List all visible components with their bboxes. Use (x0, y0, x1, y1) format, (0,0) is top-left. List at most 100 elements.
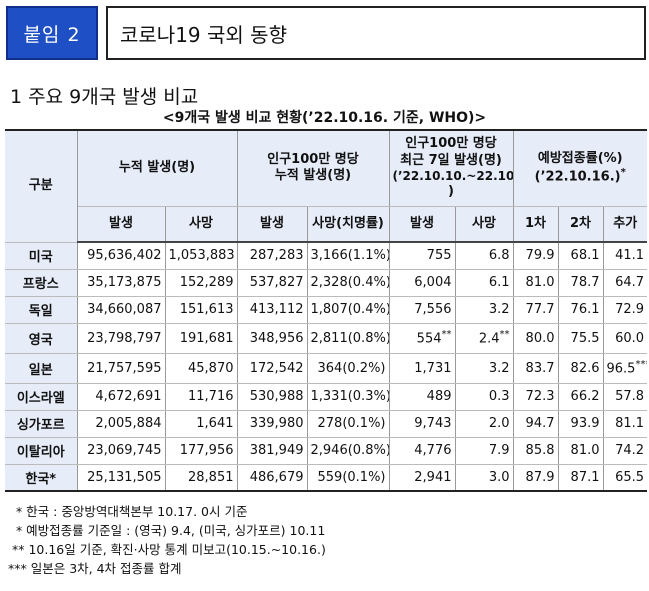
cell-pm-cases: 537,827 (237, 269, 308, 297)
cell-w-deaths: 6.1 (455, 269, 514, 297)
header-7d-line4: ) (448, 183, 454, 199)
page-title: 코로나19 국외 동향 (106, 6, 646, 60)
cell-pm-cases: 381,949 (237, 437, 308, 465)
cell-deaths: 177,956 (165, 437, 238, 465)
page-header: 붙임 2 코로나19 국외 동향 (6, 6, 646, 60)
table-row: 이탈리아 23,069,745 177,956 381,949 2,946(0.8%) 4… (5, 437, 648, 465)
cell-d3: 64.7 (603, 269, 648, 297)
table-row: 영국 23,798,797 191,681 348,956 2,811(0.8%) 554… (5, 323, 648, 354)
cell-w-deaths: 3.2 (455, 296, 514, 324)
cell-d3: 60.0 (603, 323, 648, 354)
cell-w-cases: 9,743 (389, 410, 456, 438)
cell-deaths: 152,289 (165, 269, 238, 297)
cell-cases: 21,757,595 (77, 353, 166, 384)
country-cell: 이스라엘 (5, 383, 78, 411)
cell-d3: 65.5 (603, 464, 648, 492)
country-cell: 이탈리아 (5, 437, 78, 465)
cell-w-cases: 6,004 (389, 269, 456, 297)
cell-d3: 41.1 (603, 242, 648, 270)
cell-deaths: 45,870 (165, 353, 238, 384)
country-cell: 싱가포르 (5, 410, 78, 438)
cell-w-deaths: 6.8 (455, 242, 514, 270)
cell-pm-deaths: 2,811(0.8%) (307, 323, 390, 354)
header-per-million-7day: 인구100만 명당 최근 7일 발생(명) (’22.10.10.~22.10.… (389, 130, 514, 207)
cell-d3: 96.5*** (603, 353, 648, 384)
cell-w-cases: 7,556 (389, 296, 456, 324)
cell-d1: 77.7 (513, 296, 559, 324)
cell-deaths: 11,716 (165, 383, 238, 411)
footnote: * 한국 : 중앙방역대책본부 10.17. 0시 기준 (8, 504, 248, 519)
table-caption: <9개국 발생 비교 현황(’22.10.16. 기준, WHO)> (162, 110, 487, 126)
cell-d2: 93.9 (558, 410, 604, 438)
section-title: 1 주요 9개국 발생 비교 (10, 86, 199, 108)
cell-pm-deaths: 2,946(0.8%) (307, 437, 390, 465)
cell-w-cases: 2,941 (389, 464, 456, 492)
cell-pm-cases: 287,283 (237, 242, 308, 270)
cell-d1: 94.7 (513, 410, 559, 438)
cell-w-deaths: 3.2 (455, 353, 514, 384)
cell-d3: 81.1 (603, 410, 648, 438)
cell-cases: 4,672,691 (77, 383, 166, 411)
country-cell: 프랑스 (5, 269, 78, 297)
cell-d2: 75.5 (558, 323, 604, 354)
cell-w-deaths: 2.0 (455, 410, 514, 438)
cell-d1: 85.8 (513, 437, 559, 465)
cell-w-cases: 554** (389, 323, 456, 354)
cell-cases: 2,005,884 (77, 410, 166, 438)
cell-d1: 83.7 (513, 353, 559, 384)
header-7d-line1: 인구100만 명당 (405, 136, 497, 152)
header-cases: 발생 (77, 206, 166, 243)
cell-d1: 80.0 (513, 323, 559, 354)
cell-d1: 72.3 (513, 383, 559, 411)
header-dose1: 1차 (513, 206, 559, 243)
header-7d-cases: 발생 (389, 206, 456, 243)
cell-pm-cases: 413,112 (237, 296, 308, 324)
country-cell: 영국 (5, 323, 78, 354)
cell-w-cases: 1,731 (389, 353, 456, 384)
table-row: 싱가포르 2,005,884 1,641 339,980 278(0.1%) 9,743 2… (5, 410, 648, 438)
header-vaccination: 예방접종률(%) (’22.10.16.)* (513, 130, 648, 207)
cell-w-cases: 489 (389, 383, 456, 411)
table-row: 프랑스 35,173,875 152,289 537,827 2,328(0.4%) 6,… (5, 269, 648, 297)
header-vaccination-label: 예방접종률(%) (537, 150, 623, 166)
cell-cases: 34,660,087 (77, 296, 166, 324)
cell-pm-deaths: 364(0.2%) (307, 353, 390, 384)
header-pm-deaths: 사망(치명률) (307, 206, 390, 243)
cell-pm-cases: 339,980 (237, 410, 308, 438)
country-cell: 독일 (5, 296, 78, 324)
cell-pm-deaths: 1,807(0.4%) (307, 296, 390, 324)
country-cell: 한국* (5, 464, 78, 492)
cell-d2: 87.1 (558, 464, 604, 492)
cell-cases: 35,173,875 (77, 269, 166, 297)
cell-cases: 95,636,402 (77, 242, 166, 270)
cell-cases: 23,069,745 (77, 437, 166, 465)
table-row: 미국 95,636,402 1,053,883 287,283 3,166(1.1%) 7… (5, 242, 648, 270)
cell-cases: 25,131,505 (77, 464, 166, 492)
cell-d2: 81.0 (558, 437, 604, 465)
cell-pm-deaths: 278(0.1%) (307, 410, 390, 438)
cell-d2: 68.1 (558, 242, 604, 270)
header-7d-deaths: 사망 (455, 206, 514, 243)
header-7d-line2: 최근 7일 발생(명) (400, 152, 502, 168)
cell-deaths: 191,681 (165, 323, 238, 354)
country-cell: 일본 (5, 353, 78, 384)
cell-pm-cases: 486,679 (237, 464, 308, 492)
cell-d2: 82.6 (558, 353, 604, 384)
header-per-million-cumulative: 인구100만 명당 누적 발생(명) (237, 130, 390, 207)
table-row: 이스라엘 4,672,691 11,716 530,988 1,331(0.3%) 489… (5, 383, 648, 411)
cell-w-deaths: 2.4** (455, 323, 514, 354)
cell-pm-deaths: 1,331(0.3%) (307, 383, 390, 411)
cell-d2: 78.7 (558, 269, 604, 297)
cell-pm-cases: 530,988 (237, 383, 308, 411)
cell-deaths: 1,053,883 (165, 242, 238, 270)
footnote: *** 일본은 3차, 4차 접종률 합계 (8, 561, 182, 576)
cell-w-deaths: 3.0 (455, 464, 514, 492)
header-7d-line3: (’22.10.10.~22.10.16. (392, 168, 513, 183)
footnote: ** 10.16일 기준, 확진·사망 통계 미보고(10.15.~10.16.… (8, 542, 326, 557)
header-booster: 추가 (603, 206, 648, 243)
country-cell: 미국 (5, 242, 78, 270)
cell-d1: 79.9 (513, 242, 559, 270)
cell-pm-cases: 348,956 (237, 323, 308, 354)
cell-deaths: 1,641 (165, 410, 238, 438)
comparison-table: 구분 누적 발생(명) 인구100만 명당 누적 발생(명) 인구100만 명당… (5, 129, 648, 492)
